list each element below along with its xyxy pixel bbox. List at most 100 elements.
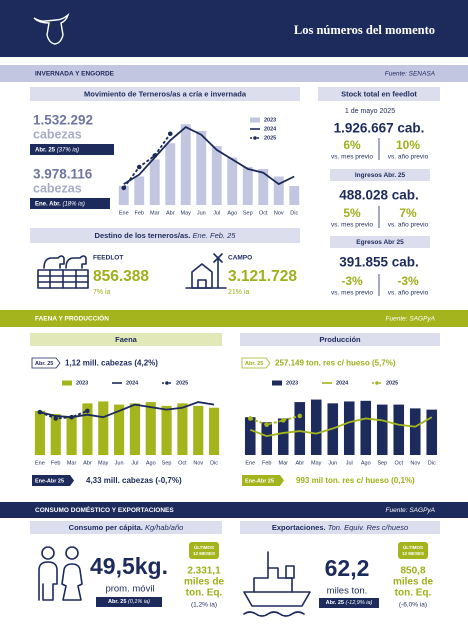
badge-text: ÚLTIMOS <box>403 544 423 550</box>
legend-swatch <box>250 117 260 123</box>
section-source: Fuente: SENASA <box>385 71 435 78</box>
bar <box>376 404 388 455</box>
change-month: 6% <box>343 138 361 152</box>
section-source: Fuente: SAGPyA <box>386 507 436 514</box>
tag-change: (18% ia) <box>62 201 84 207</box>
header-band <box>0 0 468 57</box>
destino-title: Destino de los terneros/as. <box>95 231 191 240</box>
destino-value: 856.388 <box>93 268 149 285</box>
bar <box>426 409 438 455</box>
panel-header <box>318 87 440 101</box>
line <box>123 133 171 189</box>
panel-title: Egresos Abr 25 <box>356 239 404 246</box>
bar <box>360 400 372 455</box>
consumo-unit: Kg/hab/año <box>145 523 183 532</box>
x-tick-label: Oct <box>259 210 268 216</box>
total-unit: miles de <box>184 577 224 588</box>
feedlot-icon <box>37 255 89 289</box>
x-tick-label: Sep <box>243 210 253 216</box>
bar <box>177 403 188 455</box>
total-change: (-6,0% ia) <box>399 602 427 609</box>
point <box>247 416 253 421</box>
x-tick-label: Ene <box>119 210 129 216</box>
x-tick-label: Feb <box>262 460 271 466</box>
consumo-title: Consumo per cápita. <box>69 523 143 532</box>
section-band <box>0 310 468 327</box>
x-tick-label: Ene <box>245 460 255 466</box>
point <box>37 409 43 415</box>
legend-swatch <box>272 380 282 386</box>
x-tick-label: May <box>311 460 322 466</box>
x-tick-label: Sep <box>162 460 172 466</box>
point <box>136 164 142 170</box>
bar <box>393 404 405 455</box>
panel-title: Stock total en feedlot <box>341 89 417 98</box>
people-icon <box>38 546 83 601</box>
x-tick-label: Sep <box>377 460 387 466</box>
legend-label: 2023 <box>286 380 298 386</box>
line <box>39 401 215 419</box>
x-tick-label: Feb <box>51 460 60 466</box>
bar <box>258 168 269 205</box>
legend-swatch <box>375 381 379 385</box>
tag-period: Abr. 25 <box>326 600 344 606</box>
stat-value: 3.978.116 <box>33 167 93 182</box>
line <box>249 415 300 426</box>
tag-period: Abr. 25 <box>108 599 126 605</box>
point <box>297 413 303 419</box>
line <box>123 126 295 186</box>
x-tick-label: Mar <box>67 460 77 466</box>
tag <box>32 475 74 486</box>
legend-label: 2023 <box>264 117 276 123</box>
export-label: miles ton. <box>327 586 368 597</box>
chart-title: Producción <box>319 335 361 344</box>
section-title: FAENA Y PRODUCCIÓN <box>35 314 109 323</box>
x-tick-label: Nov <box>410 460 420 466</box>
x-tick-label: Abr <box>83 460 92 466</box>
change-label: vs. año previo <box>388 154 429 161</box>
bar <box>343 401 355 455</box>
destino-period: Ene. Feb. 25 <box>193 231 237 240</box>
chart-title: Faena <box>115 335 138 344</box>
bar <box>50 414 61 455</box>
x-tick-label: Jun <box>328 460 337 466</box>
point <box>69 414 74 420</box>
x-tick-label: Jun <box>197 210 206 216</box>
month-stat: 257.149 ton. res c/ hueso (5,7%) <box>275 359 396 368</box>
x-tick-label: Jul <box>213 210 220 216</box>
ytd-stat: 4,33 mill. cabezas (-0,7%) <box>86 476 182 485</box>
x-tick-label: Ago <box>146 460 156 466</box>
panel-header <box>240 333 440 346</box>
legend-label: 2024 <box>336 380 349 386</box>
change-label: vs. mes previo <box>331 290 373 297</box>
section-band <box>0 502 468 518</box>
x-tick-label: Ago <box>361 460 371 466</box>
bar <box>82 403 93 455</box>
tag <box>319 598 379 608</box>
total-change: (1,2% ia) <box>191 602 217 609</box>
consumo-value: 49,5kg. <box>90 553 168 579</box>
panel-header <box>330 236 430 248</box>
consumo-label: prom. móvil <box>105 584 154 595</box>
tag-text: Abr. 25 (37% ia) <box>35 147 79 153</box>
tag-text: Ene-Abr 25 <box>245 478 274 484</box>
bar <box>165 143 176 205</box>
x-tick-label: Mar <box>279 460 289 466</box>
change-label: vs. mes previo <box>331 222 373 229</box>
point <box>152 153 158 158</box>
badge <box>398 542 428 559</box>
x-tick-label: Dic <box>210 460 218 466</box>
bar <box>129 403 140 455</box>
x-tick-label: Jul <box>346 460 353 466</box>
month-stat: 1,12 mill. cabezas (4,2%) <box>65 359 158 368</box>
panel-title: Destino de los terneros/as. Ene. Feb. 25 <box>95 231 237 240</box>
total-unit: miles de <box>393 577 433 588</box>
page-title: Los números del momento <box>294 23 435 37</box>
legend-swatch <box>253 136 257 140</box>
export-title: Exportaciones. <box>272 523 326 532</box>
stat-unit: cabezas <box>33 181 82 195</box>
panel-header <box>330 169 430 181</box>
point <box>280 418 286 423</box>
cow-icon <box>33 12 70 45</box>
point <box>167 131 173 137</box>
